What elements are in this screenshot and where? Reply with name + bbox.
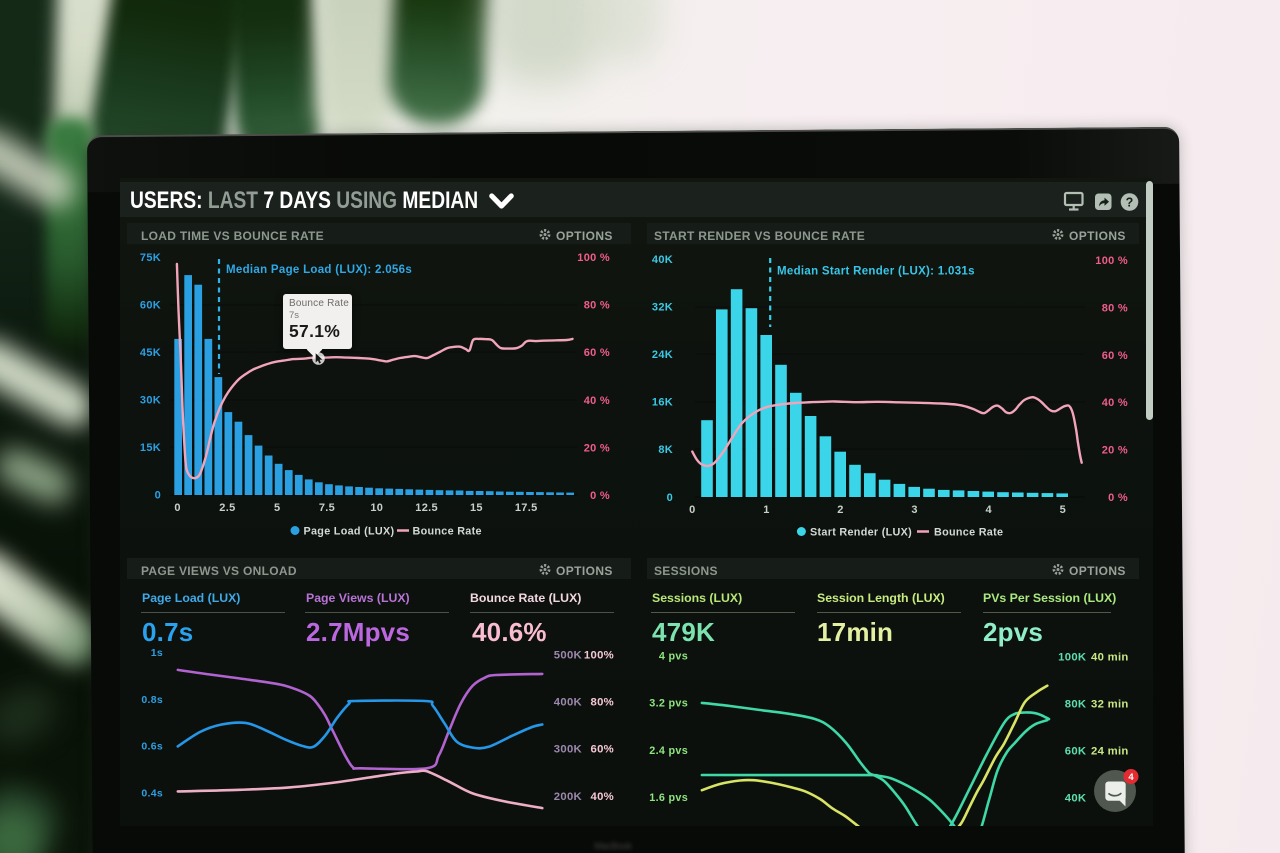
svg-text:Bounce Rate: Bounce Rate (413, 526, 482, 538)
svg-text:5: 5 (274, 502, 280, 514)
svg-text:0: 0 (667, 492, 673, 504)
svg-text:24 min: 24 min (1091, 746, 1129, 758)
svg-text:32K: 32K (652, 301, 673, 313)
svg-text:20 %: 20 % (1102, 445, 1128, 457)
svg-text:2.5: 2.5 (219, 502, 235, 514)
svg-text:40 %: 40 % (1102, 397, 1128, 409)
svg-text:40K: 40K (652, 254, 673, 266)
svg-text:0.6s: 0.6s (141, 741, 163, 753)
svg-text:?: ? (1126, 195, 1134, 209)
svg-text:40%: 40% (590, 791, 614, 803)
svg-text:60 %: 60 % (1102, 350, 1128, 362)
svg-text:4: 4 (985, 504, 992, 516)
svg-text:45K: 45K (140, 347, 161, 359)
svg-text:0: 0 (689, 504, 695, 516)
svg-text:8K: 8K (658, 444, 673, 456)
svg-text:80 %: 80 % (584, 300, 610, 312)
svg-text:60%: 60% (590, 744, 614, 756)
svg-text:Start Render (LUX): Start Render (LUX) (810, 527, 912, 539)
svg-text:32 min: 32 min (1091, 698, 1129, 710)
svg-text:60 %: 60 % (584, 347, 610, 359)
svg-text:2.4 pvs: 2.4 pvs (649, 745, 688, 757)
svg-text:400K: 400K (554, 697, 583, 709)
svg-text:12.5: 12.5 (415, 502, 438, 514)
svg-text:Median Page Load (LUX): 2.056s: Median Page Load (LUX): 2.056s (226, 264, 412, 276)
svg-text:16K: 16K (652, 397, 673, 409)
svg-text:15: 15 (470, 502, 483, 514)
svg-text:500K: 500K (554, 650, 583, 662)
svg-text:80 %: 80 % (1102, 302, 1128, 314)
svg-text:0 %: 0 % (590, 490, 610, 502)
svg-text:0.8s: 0.8s (141, 694, 163, 706)
svg-text:300K: 300K (554, 744, 583, 756)
svg-text:0: 0 (174, 502, 180, 514)
svg-text:15K: 15K (140, 442, 161, 454)
svg-text:1s: 1s (151, 647, 163, 659)
svg-text:4 pvs: 4 pvs (659, 651, 688, 663)
svg-text:3.2 pvs: 3.2 pvs (649, 698, 688, 710)
svg-text:60K: 60K (1065, 746, 1087, 758)
svg-text:80%: 80% (590, 697, 614, 709)
svg-text:5: 5 (1060, 504, 1066, 516)
svg-text:17.5: 17.5 (515, 502, 538, 514)
svg-text:2: 2 (837, 504, 843, 516)
svg-text:Page Load (LUX): Page Load (LUX) (304, 526, 395, 538)
svg-text:Bounce Rate: Bounce Rate (934, 527, 1003, 539)
svg-text:200K: 200K (554, 791, 583, 803)
svg-text:4: 4 (1128, 772, 1134, 783)
svg-text:100 %: 100 % (577, 252, 610, 264)
svg-text:20 %: 20 % (584, 442, 610, 454)
svg-text:7.5: 7.5 (319, 502, 335, 514)
svg-text:0: 0 (155, 490, 161, 502)
svg-text:0.4s: 0.4s (141, 787, 163, 799)
svg-text:1: 1 (763, 504, 769, 516)
svg-text:40 min: 40 min (1091, 651, 1129, 663)
svg-text:30K: 30K (140, 395, 161, 407)
svg-text:3: 3 (911, 504, 917, 516)
svg-text:24K: 24K (652, 349, 673, 361)
svg-text:40 %: 40 % (584, 395, 610, 407)
svg-text:100K: 100K (1058, 651, 1087, 663)
svg-text:10: 10 (370, 502, 383, 514)
svg-text:80K: 80K (1065, 698, 1087, 710)
svg-text:100%: 100% (584, 650, 614, 662)
svg-text:100 %: 100 % (1095, 255, 1128, 267)
svg-text:60K: 60K (140, 300, 161, 312)
svg-text:Median Start Render (LUX): 1.0: Median Start Render (LUX): 1.031s (777, 266, 975, 278)
svg-text:40K: 40K (1065, 793, 1087, 805)
svg-text:1.6 pvs: 1.6 pvs (649, 792, 688, 804)
svg-text:75K: 75K (140, 252, 161, 264)
svg-text:0 %: 0 % (1108, 492, 1128, 504)
